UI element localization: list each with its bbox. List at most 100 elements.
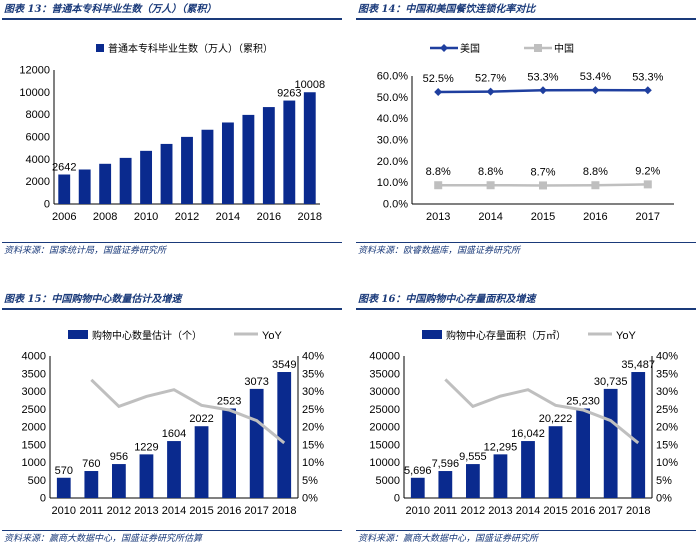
y2-tick-label: 5% — [656, 475, 672, 487]
data-label: 570 — [55, 465, 73, 477]
y-tick-label: 25000 — [369, 404, 400, 416]
yoy-line — [90, 378, 286, 445]
data-label: 1229 — [134, 441, 158, 453]
series-marker — [434, 181, 443, 190]
y-tick-label: 3500 — [22, 368, 46, 380]
panel-title: 图表 16：中国购物中心存量面积及增速 — [356, 290, 696, 310]
bar — [631, 372, 646, 498]
series-marker — [539, 181, 547, 190]
bar — [493, 454, 508, 498]
panel-title: 图表 15：中国购物中心数量估计及增速 — [2, 290, 342, 310]
x-tick-label: 2010 — [52, 505, 76, 517]
x-tick-label: 2017 — [636, 211, 660, 223]
series-marker — [643, 86, 652, 95]
y-tick-label: 500 — [28, 475, 46, 487]
y-tick-label: 35000 — [369, 368, 400, 380]
data-label: 35,487 — [621, 359, 655, 371]
x-tick-label: 2010 — [134, 211, 158, 223]
x-tick-label: 2013 — [426, 211, 450, 223]
y-tick-label: 5000 — [376, 475, 400, 487]
data-label: 9,555 — [459, 451, 487, 463]
bar — [303, 92, 316, 204]
y2-tick-label: 30% — [302, 386, 324, 398]
bar — [283, 100, 296, 204]
y-tick-label: 20000 — [369, 422, 400, 434]
panel-mall-area: 图表 16：中国购物中心存量面积及增速 0 5000 10000 15000 20000… — [356, 290, 696, 547]
legend-swatch — [68, 330, 88, 339]
y-tick-label: 20.0% — [377, 156, 408, 168]
y-tick-label: 2500 — [22, 404, 46, 416]
data-label: 9.2% — [635, 165, 660, 177]
bar — [576, 408, 590, 498]
bar — [221, 122, 234, 204]
legend-swatch — [96, 44, 104, 52]
y-tick-label: 0 — [40, 493, 46, 505]
x-tick-label: 2013 — [134, 505, 158, 517]
panel-title: 图表 14：中国和美国餐饮连锁化率对比 — [356, 0, 696, 20]
data-label: 1604 — [162, 428, 186, 440]
y-tick-label: 30000 — [369, 386, 400, 398]
data-label: 3073 — [244, 376, 268, 388]
data-label: 7,596 — [432, 458, 460, 470]
y-tick-label: 2000 — [22, 422, 46, 434]
bar — [84, 471, 99, 498]
x-tick-label: 2015 — [531, 211, 555, 223]
data-label: 5,696 — [404, 465, 432, 477]
data-label: 16,042 — [511, 428, 545, 440]
data-label: 2022 — [189, 413, 213, 425]
y-tick-label: 40000 — [369, 351, 400, 363]
series-marker — [434, 88, 443, 96]
y-tick-label: 40.0% — [377, 113, 408, 125]
y2-tick-label: 40% — [656, 351, 678, 363]
data-label: 8.8% — [478, 166, 503, 178]
x-tick-label: 2012 — [107, 505, 131, 517]
y2-tick-label: 15% — [302, 439, 324, 451]
y-tick-label: 60.0% — [377, 71, 408, 83]
x-tick-label: 2018 — [272, 505, 296, 517]
panel-source: 资料来源：赢商大数据中心，国盛证券研究所估算 — [2, 530, 342, 546]
x-tick-label: 2013 — [488, 505, 512, 517]
x-tick-label: 2015 — [189, 505, 213, 517]
series-marker — [591, 86, 600, 95]
y2-tick-label: 35% — [656, 368, 678, 380]
legend-swatch — [422, 330, 442, 339]
bar — [262, 107, 275, 204]
bar — [603, 388, 618, 498]
chart-chain-rate: 0.0% 10.0% 20.0% 30.0% 40.0% 50.0% 60.0% 2013 20… — [377, 42, 674, 223]
y-tick-label: 6000 — [26, 132, 50, 144]
y-tick-label: 10000 — [19, 87, 50, 99]
data-label: 9263 — [277, 88, 301, 100]
legend-label: 购物中心数量估计（个） — [92, 329, 202, 342]
y2-tick-label: 35% — [302, 368, 324, 380]
data-label: 53.4% — [580, 71, 611, 83]
bar — [277, 372, 292, 498]
x-tick-label: 2016 — [571, 505, 595, 517]
chart-graduates: 0 2000 4000 6000 8000 10000 12000 2642 926310008… — [19, 42, 325, 223]
x-tick-label: 2012 — [461, 505, 485, 517]
y-tick-label: 4000 — [26, 154, 50, 166]
panel-mall-count: 图表 15：中国购物中心数量估计及增速 0 500 1000 1500 2000 2500… — [2, 290, 342, 547]
y-tick-label: 1500 — [22, 439, 46, 451]
data-label: 30,735 — [594, 376, 628, 388]
y2-tick-label: 10% — [302, 457, 324, 469]
y2-tick-label: 25% — [302, 404, 324, 416]
data-label: 956 — [110, 451, 128, 463]
bar — [140, 150, 153, 204]
panel-source: 资料来源：欧睿数据库，国盛证券研究所 — [356, 242, 696, 258]
y2-tick-label: 20% — [656, 422, 678, 434]
x-tick-label: 2016 — [217, 505, 241, 517]
bar — [249, 388, 264, 498]
y-tick-label: 0 — [394, 493, 400, 505]
data-label: 25,230 — [566, 395, 600, 407]
data-label: 3549 — [272, 359, 296, 371]
panel-source: 资料来源：赢商大数据中心，国盛证券研究所 — [356, 530, 696, 546]
y-tick-label: 1000 — [22, 457, 46, 469]
y-tick-label: 10.0% — [377, 177, 408, 189]
legend-marker-us — [440, 44, 448, 52]
series-marker — [486, 87, 495, 96]
y2-tick-label: 20% — [302, 422, 324, 434]
x-tick-label: 2016 — [583, 211, 607, 223]
bar — [242, 114, 255, 204]
x-tick-label: 2018 — [626, 505, 650, 517]
bar — [194, 426, 209, 498]
